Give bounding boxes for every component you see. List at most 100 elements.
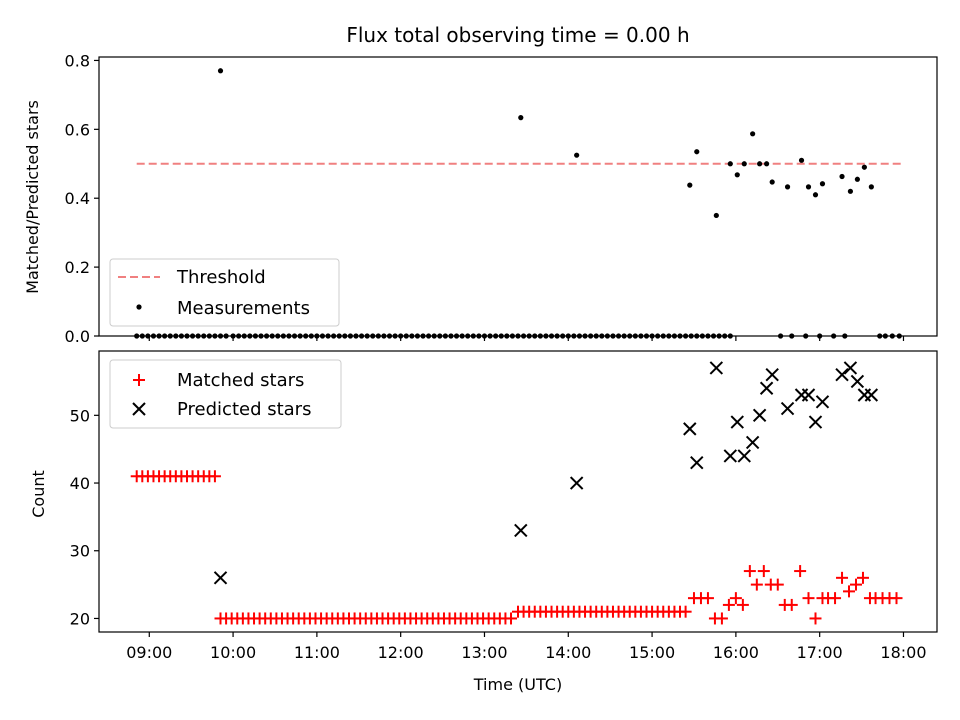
- legend-matched-label: Matched stars: [177, 370, 304, 391]
- bottom-plot-marks: [130, 361, 903, 625]
- measurement-point: [741, 161, 747, 167]
- matched-stars-point: [505, 612, 518, 625]
- matched-stars-point: [722, 598, 735, 611]
- matched-stars-point: [802, 592, 815, 605]
- bottom-x-tick-label: 10:00: [210, 643, 256, 662]
- bottom-x-tick-label: 18:00: [880, 643, 926, 662]
- top-axis-ticks: 0.0 0.2 0.4 0.6 0.8: [65, 51, 905, 346]
- legend-matched-swatch: [133, 374, 145, 386]
- matched-stars-point: [836, 571, 849, 584]
- measurement-point: [812, 192, 819, 198]
- predicted-stars-point: [690, 456, 704, 470]
- matched-stars-point: [771, 578, 784, 591]
- predicted-stars-point: [709, 361, 724, 375]
- measurement-point: [819, 181, 826, 187]
- bottom-x-tick-label: 13:00: [461, 643, 507, 662]
- measurement-point: [839, 173, 845, 180]
- matched-stars-point: [829, 592, 842, 605]
- measurement-point: [734, 172, 740, 178]
- matched-stars-point: [715, 612, 728, 625]
- top-y-tick-label: 0.4: [65, 189, 90, 208]
- measurement-point: [687, 182, 693, 188]
- measurement-point: [805, 184, 812, 190]
- bottom-x-tick-label: 09:00: [126, 643, 172, 662]
- predicted-stars-point: [794, 388, 809, 402]
- matched-stars-point: [809, 612, 822, 625]
- matched-stars-point: [890, 592, 903, 605]
- bottom-panel: 20 30 40 50 09:00 10:00 11:00 12:00 13:00 14:00 15…: [29, 350, 938, 694]
- measurement-point: [217, 68, 224, 74]
- legend-measurements-swatch: [136, 304, 142, 310]
- bottom-x-tick-label: 15:00: [629, 643, 675, 662]
- matched-stars-point: [679, 605, 692, 618]
- measurement-point: [861, 164, 867, 170]
- predicted-stars-point: [759, 381, 774, 395]
- measurement-point: [694, 149, 700, 155]
- measurement-point: [518, 115, 524, 121]
- bottom-y-tick-label: 40: [70, 474, 90, 493]
- bottom-y-axis-label: Count: [29, 470, 48, 518]
- matched-stars-point: [729, 592, 742, 605]
- bottom-x-tick-label: 12:00: [378, 643, 424, 662]
- chart-title: Flux total observing time = 0.00 h: [346, 23, 689, 47]
- top-y-tick-label: 0.8: [65, 51, 90, 70]
- bottom-x-tick-label: 16:00: [713, 643, 759, 662]
- legend-measurements-label: Measurements: [177, 298, 310, 319]
- bottom-x-tick-label: 17:00: [797, 643, 843, 662]
- bottom-x-tick-label: 14:00: [545, 643, 591, 662]
- bottom-y-tick-label: 20: [70, 609, 90, 628]
- measurement-point: [727, 161, 733, 167]
- legend-predicted-label: Predicted stars: [177, 399, 311, 420]
- measurement-point: [847, 188, 854, 194]
- measurement-point: [868, 184, 874, 190]
- top-legend: Threshold Measurements: [109, 258, 340, 327]
- measurement-point: [764, 161, 770, 167]
- matched-stars-point: [856, 571, 869, 584]
- predicted-stars-point: [514, 523, 528, 538]
- predicted-stars-point: [752, 408, 767, 423]
- predicted-stars-point: [815, 395, 830, 409]
- matched-stars-point: [736, 598, 749, 611]
- bottom-legend: Matched stars Predicted stars: [109, 359, 342, 429]
- matched-stars-point: [785, 598, 798, 611]
- predicted-stars-point: [765, 367, 779, 382]
- measurement-point: [750, 131, 756, 137]
- predicted-stars-point: [730, 415, 744, 429]
- legend-predicted-swatch: [132, 402, 146, 416]
- bottom-y-tick-label: 50: [70, 406, 90, 425]
- top-y-tick-label: 0.2: [65, 258, 90, 277]
- predicted-stars-point: [723, 449, 738, 463]
- predicted-stars-point: [843, 361, 858, 375]
- predicted-stars-point: [801, 388, 816, 402]
- measurement-point: [713, 212, 719, 219]
- bottom-axes-frame: [98, 350, 938, 633]
- predicted-stars-point: [737, 449, 751, 463]
- matched-stars-point: [743, 565, 756, 578]
- top-y-tick-label: 0.0: [65, 327, 90, 346]
- predicted-stars-point: [683, 422, 697, 436]
- predicted-stars-point: [569, 476, 584, 490]
- predicted-stars-point: [808, 415, 823, 429]
- predicted-stars-point: [213, 571, 228, 585]
- matched-stars-point: [849, 578, 862, 591]
- top-panel: 0.00.20.40.60.8 Matched/Predicted stars …: [23, 51, 938, 346]
- bottom-x-axis-label: Time (UTC): [473, 675, 562, 694]
- legend-threshold-label: Threshold: [176, 267, 266, 288]
- measurement-point: [769, 179, 775, 185]
- predicted-stars-point: [857, 388, 872, 402]
- matched-stars-point: [794, 565, 807, 578]
- bottom-axis-ticks: 20 30 40 50 09:00 10:00 11:00 12:00 13:00 14:00 15…: [70, 406, 927, 662]
- predicted-stars-point: [780, 401, 795, 416]
- bottom-x-tick-label: 11:00: [294, 643, 340, 662]
- predicted-stars-point: [835, 367, 849, 382]
- bottom-y-tick-label: 30: [70, 542, 90, 561]
- top-y-tick-label: 0.6: [65, 120, 90, 139]
- predicted-stars-point: [864, 388, 879, 402]
- top-axes-frame: [98, 56, 938, 337]
- matched-stars-point: [208, 470, 221, 483]
- matched-stars-point: [750, 578, 763, 591]
- measurement-point: [854, 176, 860, 182]
- measurement-point: [757, 161, 763, 167]
- matched-stars-point: [843, 585, 856, 598]
